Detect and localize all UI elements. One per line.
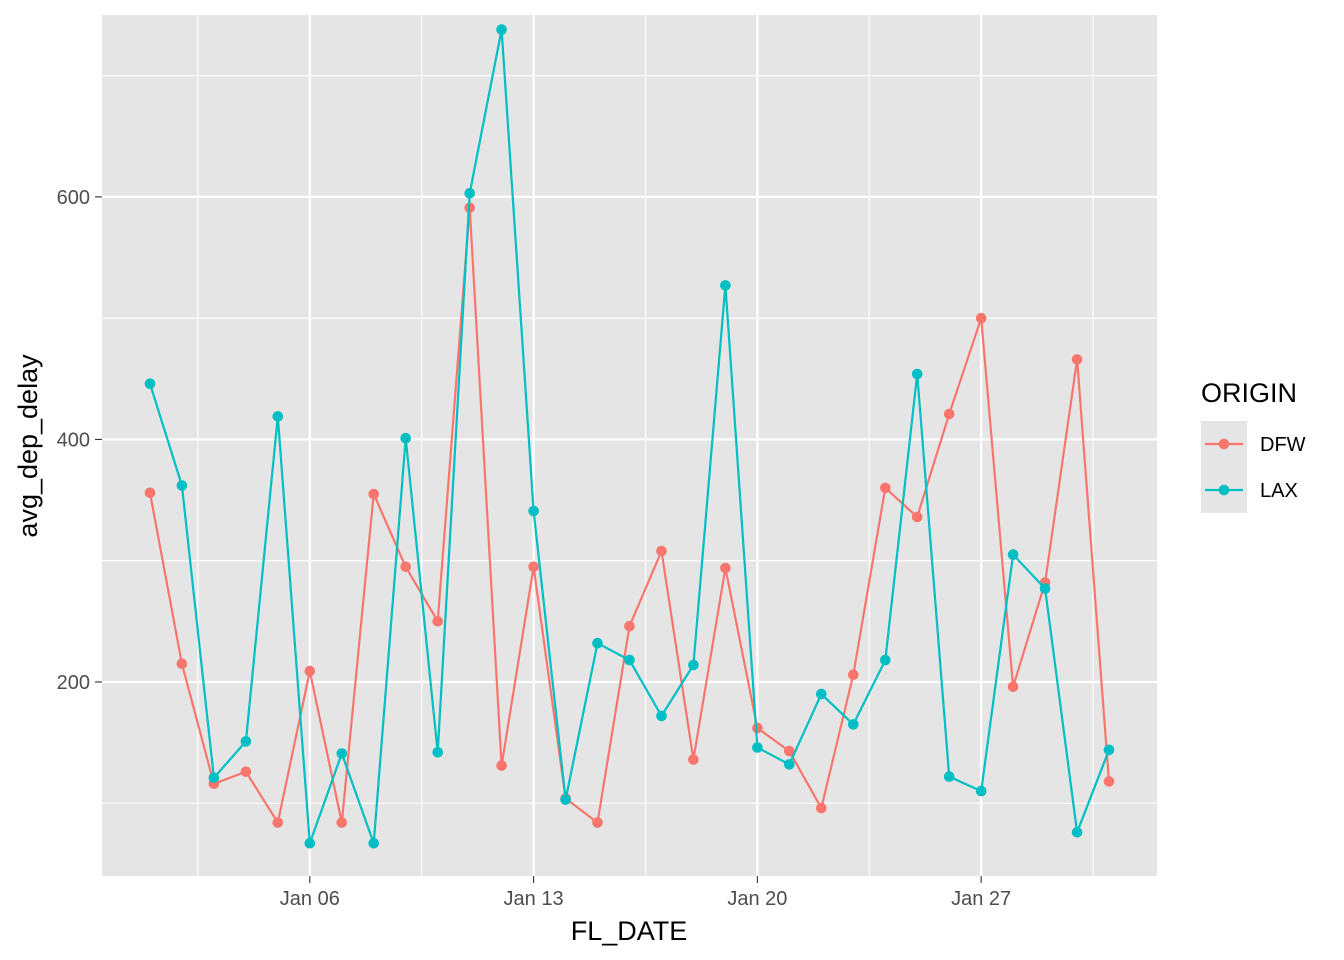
data-point-lax — [304, 838, 316, 849]
data-point-dfw — [304, 665, 316, 677]
data-point-dfw — [400, 561, 412, 573]
x-tick-label: Jan 20 — [727, 888, 787, 910]
data-point-dfw — [1071, 354, 1083, 365]
legend-title: ORIGIN — [1201, 378, 1297, 408]
data-point-dfw — [144, 487, 156, 499]
data-point-lax — [911, 368, 923, 380]
data-point-dfw — [688, 754, 699, 765]
legend-item-dfw: DFW — [1201, 421, 1306, 467]
data-point-dfw — [336, 817, 348, 828]
data-point-lax — [144, 378, 156, 390]
data-point-dfw — [784, 745, 795, 757]
x-axis: Jan 06 Jan 13 Jan 20 Jan 27 — [280, 876, 1011, 910]
data-point-lax — [816, 688, 827, 700]
legend-key-point — [1218, 484, 1230, 496]
data-point-dfw — [752, 722, 763, 734]
data-point-lax — [336, 748, 348, 759]
legend-label-lax: LAX — [1260, 480, 1298, 502]
data-point-dfw — [368, 488, 380, 500]
series-dfw — [144, 202, 1115, 828]
x-tick-label: Jan 06 — [280, 888, 340, 910]
major-gridlines — [102, 15, 1157, 876]
legend: ORIGIN DFW LAX — [1201, 378, 1306, 513]
data-point-lax — [1007, 549, 1019, 560]
data-point-dfw — [240, 766, 252, 777]
series-lax — [144, 24, 1115, 849]
data-point-lax — [720, 280, 731, 291]
data-point-dfw — [880, 482, 891, 494]
data-point-lax — [624, 654, 635, 666]
data-point-lax — [560, 794, 571, 805]
data-point-lax — [975, 785, 987, 797]
data-point-dfw — [816, 802, 827, 814]
y-tick-label: 200 — [57, 672, 90, 694]
data-point-lax — [496, 24, 507, 35]
data-point-dfw — [1007, 681, 1019, 693]
data-point-lax — [656, 710, 667, 722]
plot-panel — [102, 15, 1157, 876]
y-tick-label: 600 — [57, 187, 90, 209]
data-point-lax — [464, 188, 476, 199]
data-point-dfw — [176, 658, 188, 670]
data-point-lax — [272, 411, 284, 422]
data-point-lax — [880, 654, 891, 666]
data-point-lax — [368, 838, 380, 849]
data-point-lax — [1039, 583, 1051, 594]
data-point-lax — [1071, 827, 1083, 838]
y-axis: 200 400 600 — [57, 187, 102, 694]
data-point-lax — [208, 772, 220, 784]
data-point-lax — [176, 480, 188, 491]
legend-label-dfw: DFW — [1260, 434, 1306, 456]
data-point-dfw — [656, 545, 667, 557]
data-point-dfw — [496, 760, 507, 771]
data-point-dfw — [272, 817, 284, 828]
data-point-lax — [1103, 744, 1115, 756]
x-axis-title: FL_DATE — [571, 916, 688, 946]
data-point-lax — [688, 659, 699, 671]
data-point-dfw — [1103, 776, 1115, 787]
minor-gridlines — [102, 15, 1157, 876]
data-point-lax — [592, 637, 603, 649]
series-layer — [144, 24, 1115, 849]
y-tick-label: 400 — [57, 429, 90, 451]
data-point-lax — [943, 771, 955, 782]
data-point-dfw — [975, 312, 987, 324]
data-point-dfw — [848, 669, 859, 680]
data-point-dfw — [432, 616, 444, 627]
data-point-lax — [400, 432, 412, 444]
data-point-lax — [240, 736, 252, 747]
data-point-lax — [784, 759, 795, 770]
data-point-dfw — [624, 620, 635, 632]
data-point-dfw — [528, 561, 539, 573]
data-point-dfw — [592, 817, 603, 828]
legend-items: DFW LAX — [1201, 421, 1306, 513]
data-point-dfw — [911, 511, 923, 523]
x-tick-label: Jan 27 — [951, 888, 1011, 910]
data-point-lax — [432, 747, 444, 758]
data-point-lax — [848, 719, 859, 730]
x-tick-label: Jan 13 — [504, 888, 564, 910]
legend-key-point — [1218, 438, 1230, 450]
y-axis-title: avg_dep_delay — [13, 354, 43, 538]
data-point-dfw — [943, 408, 955, 420]
data-point-lax — [528, 505, 539, 517]
data-point-dfw — [720, 562, 731, 574]
data-point-lax — [752, 742, 763, 753]
legend-item-lax: LAX — [1201, 467, 1298, 513]
